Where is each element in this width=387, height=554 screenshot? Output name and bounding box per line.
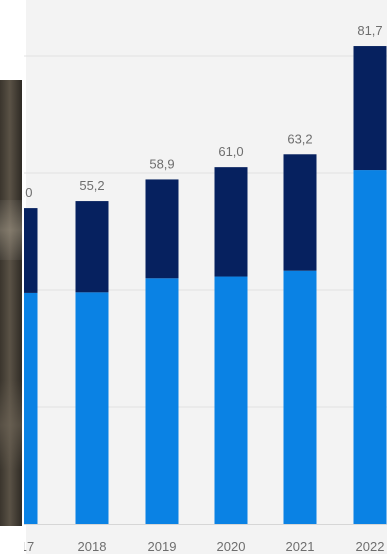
value-label-2018: 55,2 [79,178,104,193]
value-label-2020: 61,0 [218,144,243,159]
bar-lower-2018 [75,292,109,524]
bar-upper-2019 [145,179,179,279]
bar-upper-2018 [75,201,109,293]
stacked-bar-chart: ,0 55,2 58,9 61,0 63,2 81,7 17 2018 2019 2020 202… [24,23,387,554]
total-value-labels: ,0 55,2 58,9 61,0 63,2 81,7 [24,23,383,200]
bar-lower-2019 [145,278,179,524]
value-label-2019: 58,9 [149,156,174,171]
bar-lower-2022 [353,170,387,524]
bar-upper-2021 [283,154,317,271]
bar-upper-17 [24,208,38,293]
x-tick-label-2022: 2022 [356,539,385,554]
value-label-17: ,0 [24,185,32,200]
bar-upper-2020 [214,167,248,277]
bars [24,46,387,524]
x-tick-label-2019: 2019 [148,539,177,554]
bar-lower-2021 [283,270,317,524]
x-axis-tick-labels: 17 2018 2019 2020 2021 2022 [24,539,384,554]
value-label-2022: 81,7 [357,23,382,38]
background-photo [0,80,22,526]
value-label-2021: 63,2 [287,131,312,146]
x-tick-label-2021: 2021 [286,539,315,554]
x-tick-label-2020: 2020 [217,539,246,554]
x-tick-label-17: 17 [24,539,34,554]
bar-lower-17 [24,292,38,524]
left-panel [0,0,26,554]
x-tick-label-2018: 2018 [78,539,107,554]
bar-upper-2022 [353,46,387,171]
bar-lower-2020 [214,276,248,524]
